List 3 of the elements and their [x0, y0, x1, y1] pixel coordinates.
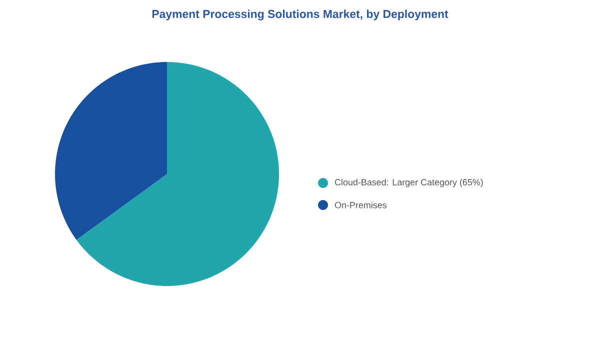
legend-label: Cloud-Based: Larger Category (65%) [334, 178, 483, 188]
chart-title: Payment Processing Solutions Market, by Deployment [152, 10, 448, 20]
legend-label: On-Premises [334, 202, 387, 208]
